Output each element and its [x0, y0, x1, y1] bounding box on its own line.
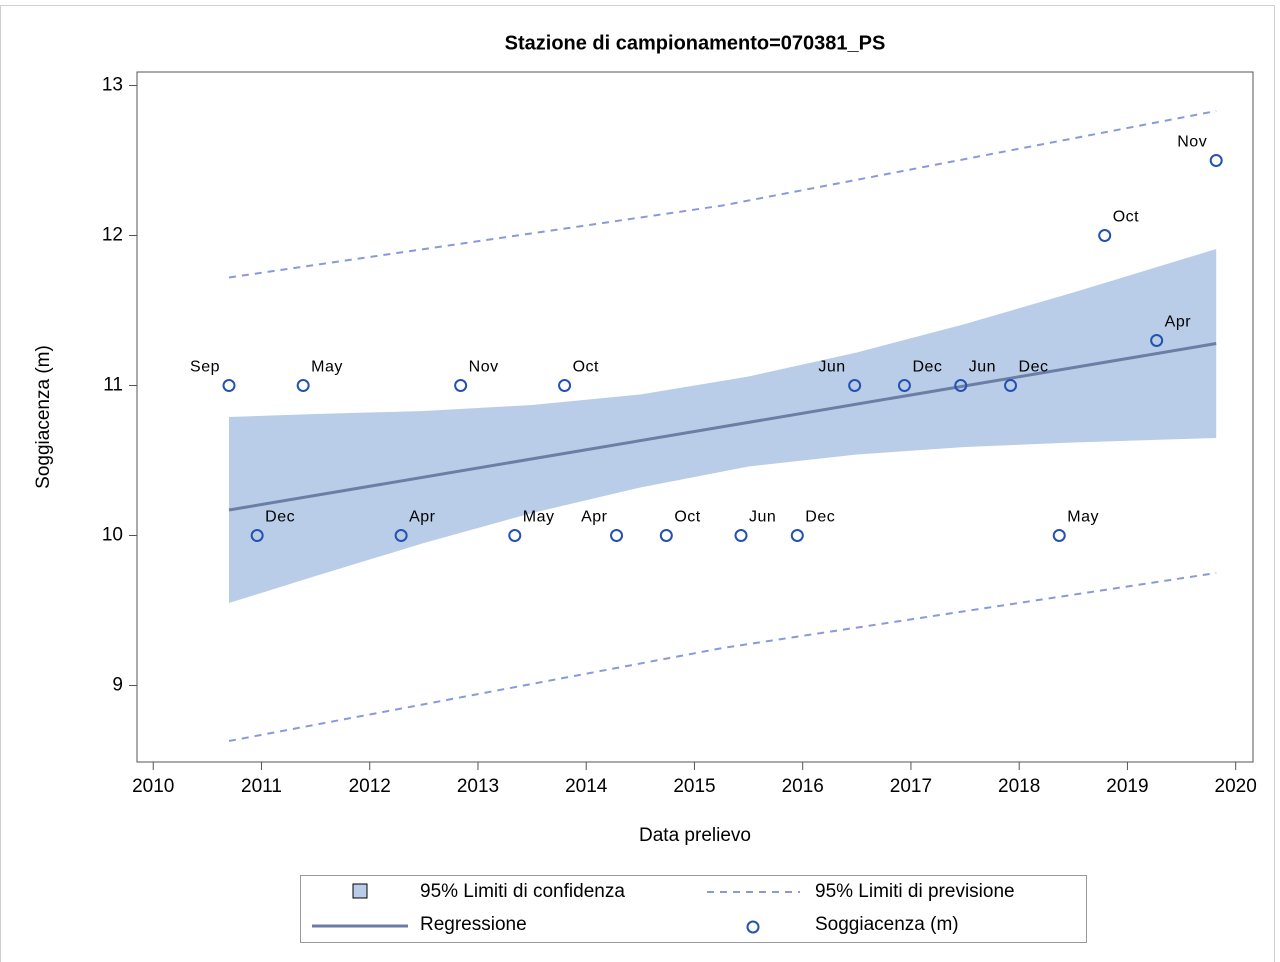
- x-tick-label: 2010: [132, 776, 174, 797]
- data-point: [734, 529, 748, 542]
- x-tick-label: 2016: [782, 776, 824, 797]
- legend-box: [300, 875, 1087, 943]
- legend-label: Soggiacenza (m): [815, 914, 959, 935]
- point-label: Oct: [674, 509, 700, 526]
- data-point: [1150, 334, 1164, 347]
- x-tick-label: 2012: [349, 776, 391, 797]
- point-label: Dec: [265, 509, 295, 526]
- x-tick-label: 2014: [565, 776, 608, 797]
- regression-line: [228, 342, 1217, 512]
- x-tick-label: 2011: [241, 776, 282, 797]
- chart-title: Stazione di campionamento=070381_PS: [505, 32, 886, 54]
- y-axis-label: Soggiacenza (m): [33, 345, 54, 489]
- data-point: [659, 529, 673, 542]
- data-point: [250, 529, 264, 542]
- x-tick-label: 2018: [998, 776, 1040, 797]
- data-point: [296, 379, 310, 392]
- point-label: Apr: [409, 509, 436, 526]
- x-tick-label: 2020: [1215, 776, 1257, 797]
- data-point: [848, 379, 862, 392]
- point-label: Apr: [581, 509, 608, 526]
- data-point: [222, 379, 236, 392]
- data-point: [454, 379, 468, 392]
- legend-swatch: [746, 920, 760, 934]
- prediction-limit: [228, 110, 1217, 279]
- point-label: May: [1067, 509, 1099, 526]
- x-tick-label: 2013: [457, 776, 499, 797]
- data-point: [790, 529, 804, 542]
- y-tick-label: 11: [103, 375, 123, 396]
- point-label: Jun: [818, 359, 845, 376]
- y-tick-label: 13: [102, 75, 123, 96]
- point-label: May: [523, 509, 555, 526]
- point-label: Oct: [1113, 209, 1139, 226]
- point-label: Jun: [749, 509, 776, 526]
- x-tick-label: 2019: [1106, 776, 1148, 797]
- data-point: [508, 529, 522, 542]
- point-label: Oct: [573, 359, 599, 376]
- plot-frame: [136, 71, 1254, 763]
- point-label: May: [311, 359, 343, 376]
- data-point: [558, 379, 572, 392]
- y-tick-label: 9: [112, 675, 123, 696]
- data-point: [1098, 229, 1112, 242]
- data-point: [1004, 379, 1018, 392]
- legend-label: 95% Limiti di confidenza: [420, 881, 625, 902]
- point-label: Dec: [1019, 359, 1049, 376]
- point-label: Jun: [969, 359, 996, 376]
- y-tick-label: 10: [102, 525, 123, 546]
- point-label: Sep: [190, 359, 220, 376]
- data-point: [394, 529, 408, 542]
- data-point: [954, 379, 968, 392]
- legend-swatch: [352, 883, 368, 899]
- legend-label: 95% Limiti di previsione: [815, 881, 1015, 902]
- frame: [0, 5, 1275, 962]
- x-tick-label: 2015: [673, 776, 715, 797]
- legend-label: Regressione: [420, 914, 527, 935]
- x-tick-label: 2017: [890, 776, 932, 797]
- point-label: Dec: [805, 509, 835, 526]
- y-tick-label: 12: [102, 225, 123, 246]
- data-point: [1209, 154, 1223, 167]
- data-point: [897, 379, 911, 392]
- point-label: Nov: [469, 359, 499, 376]
- prediction-limit: [228, 572, 1217, 742]
- point-label: Apr: [1165, 314, 1192, 331]
- point-label: Dec: [912, 359, 942, 376]
- point-label: Nov: [1177, 134, 1207, 151]
- data-point: [1052, 529, 1066, 542]
- x-axis-label: Data prelievo: [639, 825, 751, 846]
- data-point: [610, 529, 624, 542]
